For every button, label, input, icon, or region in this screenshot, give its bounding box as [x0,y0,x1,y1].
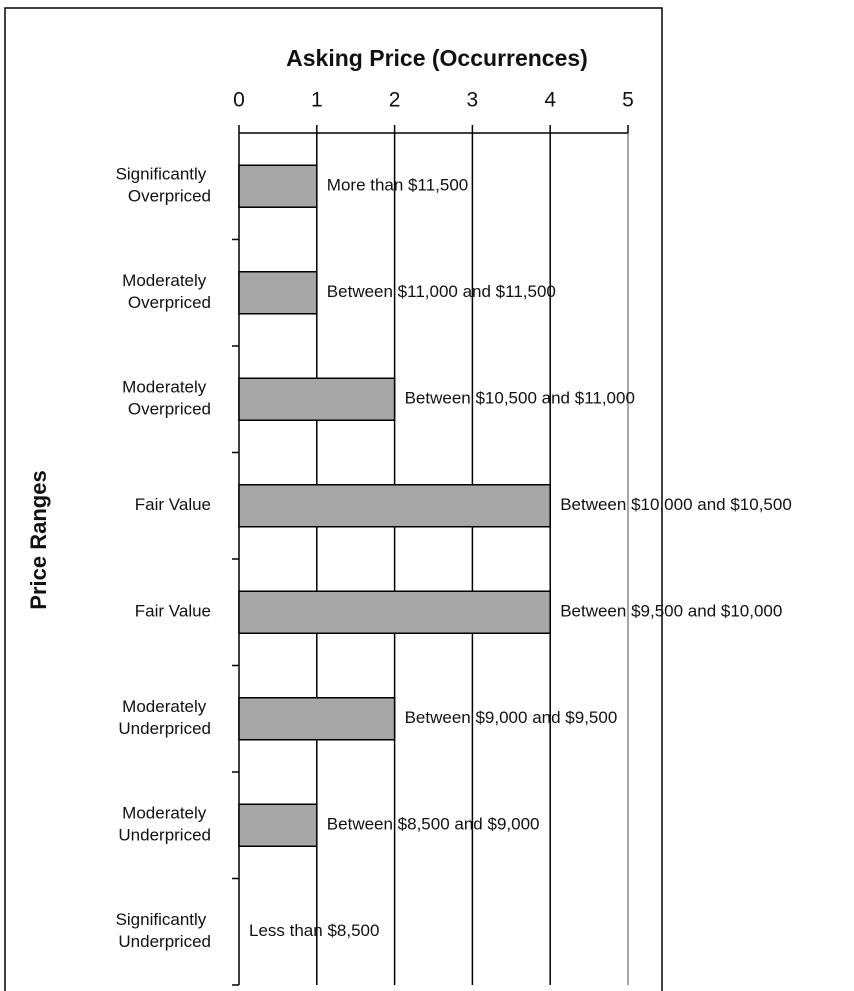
y-tick-label: Significantly Underpriced [116,910,211,951]
x-tick-label: 2 [389,89,401,112]
x-tick-label: 1 [311,89,323,112]
x-tick-label: 0 [233,89,245,112]
bar [238,164,318,208]
y-tick-label: Moderately Underpriced [118,804,211,845]
y-tick-label: Significantly Overpriced [116,165,211,206]
y-tick-label: Fair Value [135,495,211,514]
bar [238,803,318,847]
bar-annotation: Between $11,000 and $11,500 [327,282,556,301]
x-tick-label: 3 [467,89,479,112]
bar [238,590,551,634]
bar-annotation: Between $9,000 and $9,500 [405,708,618,727]
x-tick-label: 4 [544,89,556,112]
bar-annotation: More than $11,500 [327,176,468,195]
chart-title: Asking Price (Occurrences) [286,45,588,71]
bar-annotation: Between $8,500 and $9,000 [327,815,540,834]
bar [238,697,396,741]
bar [238,484,551,528]
y-axis-title: Price Ranges [26,470,51,609]
frame [4,7,663,991]
y-tick-label: Moderately Overpriced [122,378,211,419]
bar-annotation: Between $10,500 and $11,000 [405,389,635,408]
bar-annotation: Between $10,000 and $10,500 [560,495,792,514]
bar [238,271,318,315]
y-tick-label: Fair Value [135,602,211,621]
x-tick-label: 5 [622,89,634,112]
bar-annotation: Between $9,500 and $10,000 [560,602,782,621]
bar [238,377,396,421]
y-tick-label: Moderately Overpriced [122,271,211,312]
y-tick-label: Moderately Underpriced [118,697,211,738]
bar-annotation: Less than $8,500 [249,921,379,940]
